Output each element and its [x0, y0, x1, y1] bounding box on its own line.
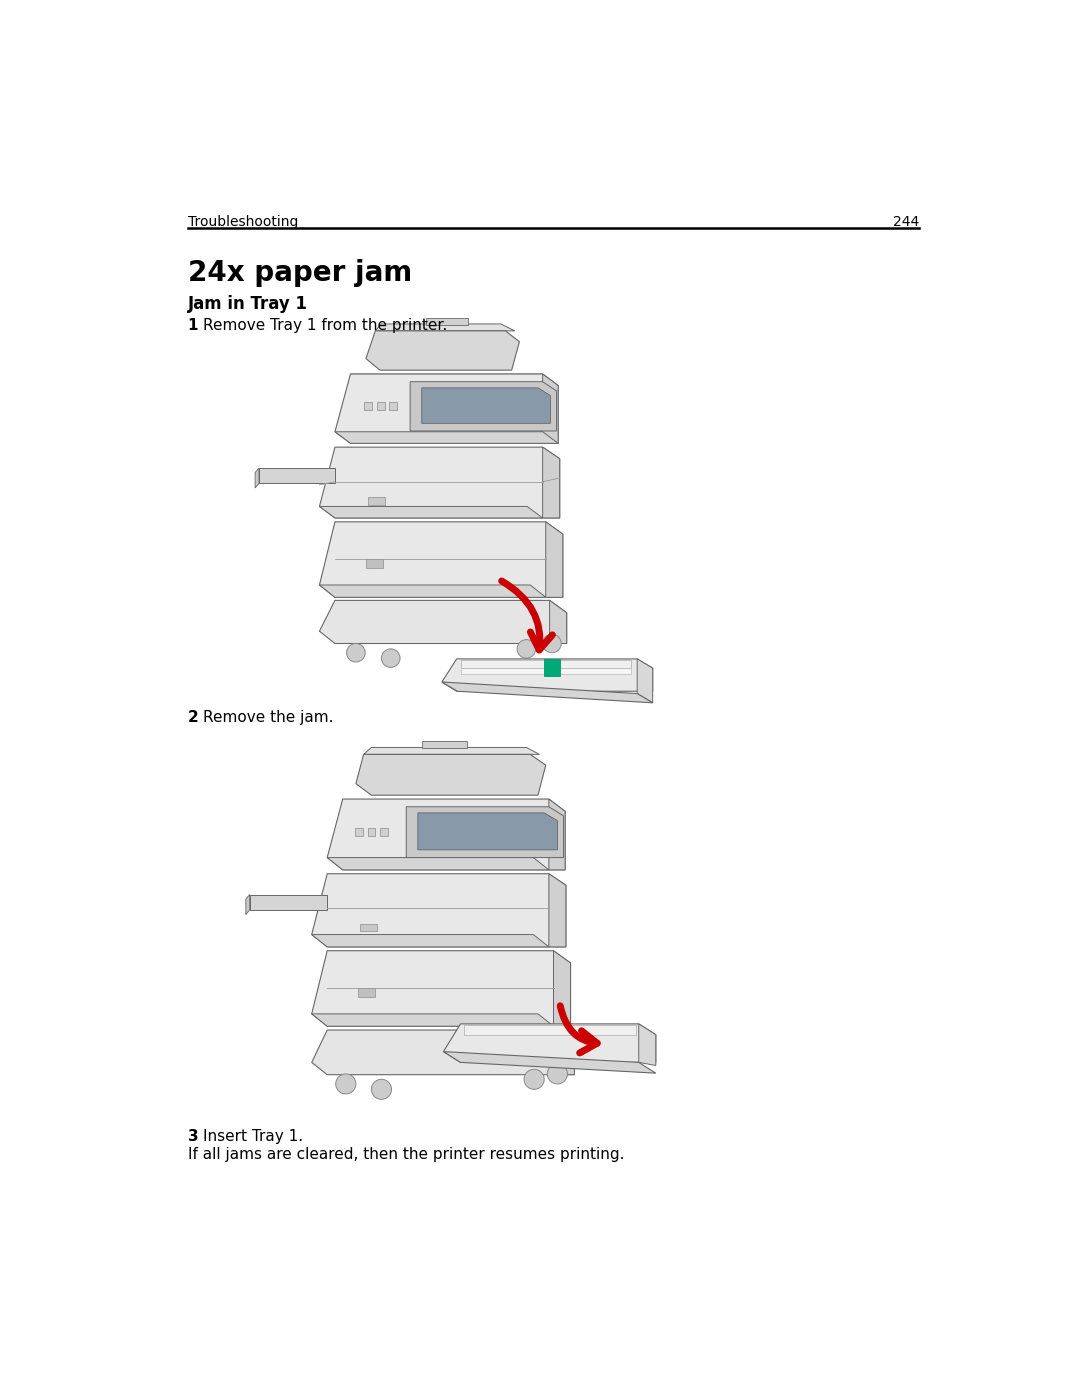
Polygon shape — [350, 374, 558, 386]
Polygon shape — [406, 806, 564, 858]
Polygon shape — [259, 468, 335, 483]
Polygon shape — [544, 659, 559, 676]
Polygon shape — [557, 1030, 575, 1074]
Polygon shape — [312, 1014, 554, 1027]
Text: Insert Tray 1.: Insert Tray 1. — [203, 1129, 303, 1144]
Circle shape — [372, 1080, 392, 1099]
Polygon shape — [549, 873, 566, 947]
Circle shape — [517, 640, 536, 658]
Polygon shape — [460, 668, 631, 675]
Polygon shape — [320, 522, 563, 598]
Polygon shape — [335, 432, 558, 443]
Text: 24x paper jam: 24x paper jam — [188, 258, 411, 286]
Circle shape — [347, 644, 365, 662]
Text: 3: 3 — [188, 1129, 199, 1144]
FancyArrowPatch shape — [561, 1006, 597, 1053]
Polygon shape — [327, 799, 565, 870]
Text: 244: 244 — [893, 215, 919, 229]
Polygon shape — [320, 447, 559, 518]
Polygon shape — [377, 402, 384, 411]
Polygon shape — [554, 951, 570, 1027]
Polygon shape — [360, 923, 377, 932]
Polygon shape — [327, 858, 549, 870]
FancyArrowPatch shape — [502, 581, 552, 650]
Polygon shape — [312, 951, 570, 1027]
Text: Remove the jam.: Remove the jam. — [203, 711, 334, 725]
Text: 2: 2 — [188, 711, 199, 725]
Polygon shape — [335, 374, 558, 443]
Polygon shape — [255, 468, 259, 488]
Polygon shape — [375, 324, 515, 331]
Polygon shape — [410, 381, 556, 432]
Polygon shape — [312, 873, 566, 947]
Polygon shape — [356, 754, 545, 795]
Polygon shape — [442, 682, 652, 703]
Circle shape — [381, 648, 400, 668]
Polygon shape — [359, 988, 375, 997]
Polygon shape — [460, 661, 631, 668]
Polygon shape — [320, 601, 567, 644]
Polygon shape — [366, 331, 519, 370]
Polygon shape — [312, 1030, 575, 1074]
Polygon shape — [463, 1025, 636, 1035]
Polygon shape — [249, 894, 327, 909]
Circle shape — [524, 1069, 544, 1090]
Polygon shape — [389, 402, 397, 411]
Polygon shape — [320, 585, 545, 598]
Polygon shape — [367, 828, 375, 835]
Polygon shape — [638, 1024, 656, 1066]
Polygon shape — [366, 559, 383, 569]
Circle shape — [548, 1065, 567, 1084]
Polygon shape — [355, 828, 363, 835]
Polygon shape — [418, 813, 557, 849]
Polygon shape — [422, 742, 467, 749]
Polygon shape — [550, 601, 567, 644]
Polygon shape — [364, 402, 373, 411]
Circle shape — [336, 1074, 356, 1094]
Text: 1: 1 — [188, 317, 199, 332]
Circle shape — [542, 634, 562, 652]
Polygon shape — [246, 894, 249, 915]
Polygon shape — [444, 1052, 656, 1073]
Polygon shape — [545, 522, 563, 598]
Polygon shape — [542, 447, 559, 518]
Polygon shape — [364, 747, 540, 754]
Polygon shape — [542, 374, 558, 443]
Polygon shape — [426, 317, 469, 324]
Text: Jam in Tray 1: Jam in Tray 1 — [188, 295, 308, 313]
Polygon shape — [367, 497, 384, 504]
Text: Remove Tray 1 from the printer.: Remove Tray 1 from the printer. — [203, 317, 447, 332]
Polygon shape — [422, 388, 551, 423]
Text: Troubleshooting: Troubleshooting — [188, 215, 298, 229]
Text: If all jams are cleared, then the printer resumes printing.: If all jams are cleared, then the printe… — [188, 1147, 624, 1162]
Polygon shape — [312, 935, 549, 947]
Polygon shape — [442, 659, 652, 692]
Polygon shape — [320, 507, 542, 518]
Polygon shape — [549, 799, 565, 870]
Polygon shape — [380, 828, 388, 835]
Polygon shape — [444, 1024, 656, 1062]
Polygon shape — [637, 659, 652, 703]
